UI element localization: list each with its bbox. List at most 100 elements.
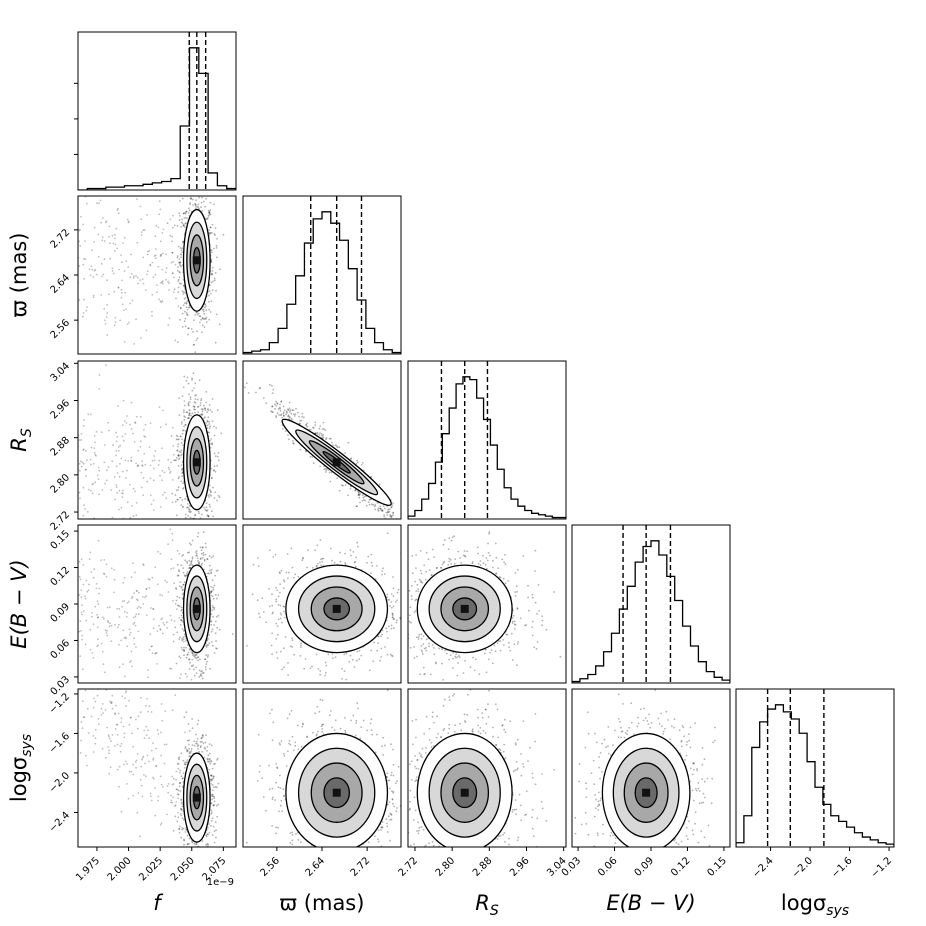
panel-frame [77, 524, 237, 684]
x-axis-title-parallax: ϖ (mas) [280, 891, 365, 915]
density-peak [192, 458, 201, 467]
y-tick-label: 2.72 [49, 509, 73, 533]
panel-frame [407, 360, 567, 520]
density-peak [332, 788, 341, 797]
density-peak [460, 604, 469, 613]
y-axis-RS: 2.72 2.80 2.88 2.96 3.04 [49, 361, 78, 533]
x-tick-label: 2.96 [508, 855, 532, 879]
density-peak [192, 604, 201, 613]
hist-panel-EBV [571, 524, 731, 684]
x-tick-label: 1.975 [74, 855, 102, 883]
histogram-step [78, 47, 236, 190]
panel-frame [77, 360, 237, 520]
axis-label-main: R [475, 891, 490, 915]
x-tick-label: 2.050 [169, 855, 197, 883]
scatter-panel-parallax-RS [242, 360, 402, 520]
y-tick-label: 2.56 [49, 317, 73, 341]
x-tick-label: 2.72 [397, 855, 421, 879]
hist-panel-f [74, 31, 237, 191]
scatter-panel-RS-logsigma [407, 688, 567, 848]
axis-label-main: logσ [7, 757, 31, 802]
panel-content [408, 689, 555, 847]
scatter-panel-f-logsigma [77, 688, 237, 848]
panel-content [246, 689, 401, 847]
y-tick-label: −1.6 [47, 731, 72, 756]
x-tick-label: 2.80 [434, 855, 458, 879]
y-axis-title-RS: RS [7, 428, 35, 452]
axis-label-main: f [153, 891, 164, 915]
y-tick-label: 2.96 [49, 398, 73, 422]
panel-content [79, 689, 220, 847]
x-tick-label: −1.2 [869, 855, 894, 880]
y-axis-logsigma: −2.4 −2.0 −1.6 −1.2 [47, 691, 78, 835]
panels-layer [74, 31, 895, 848]
x-tick-label: −1.6 [830, 855, 855, 880]
y-tick-label: −2.0 [47, 770, 72, 795]
scatter-panel-f-RS [77, 360, 237, 520]
y-tick-label: 2.72 [49, 227, 73, 251]
hist-panel-logsigma [735, 688, 895, 848]
density-peak [332, 458, 341, 467]
axis-label-main: E(B − V) [606, 891, 695, 915]
axis-label-main: E(B − V) [7, 559, 31, 648]
panel-frame [571, 524, 731, 684]
panel-frame [242, 195, 402, 355]
density-peak [460, 788, 469, 797]
x-tick-label: 2.72 [349, 855, 373, 879]
density-peak [192, 256, 201, 265]
y-tick-label: 2.88 [49, 435, 73, 459]
x-tick-label: 2.88 [471, 855, 495, 879]
x-tick-label: 0.15 [706, 855, 730, 879]
x-axis-title-RS: RS [475, 891, 499, 919]
y-axis-EBV: 0.030.060.090.120.15 [49, 528, 78, 698]
panel-frame [407, 524, 567, 684]
x-tick-label: 2.64 [304, 855, 328, 879]
x-axis-title-EBV: E(B − V) [606, 891, 695, 915]
hist-panel-RS [407, 360, 567, 520]
scatter-panel-f-parallax [77, 195, 237, 355]
axis-label-main: ϖ (mas) [280, 891, 365, 915]
y-tick-label: −1.2 [47, 691, 72, 716]
y-axis-title-parallax: ϖ (mas) [7, 233, 31, 318]
density-peak [192, 793, 201, 802]
y-axis-parallax: 2.56 2.64 2.72 [49, 227, 78, 341]
scatter-panel-parallax-EBV [242, 524, 402, 684]
axis-label-subscript: S [19, 428, 35, 437]
x-tick-label: 2.000 [106, 855, 134, 883]
y-tick-label: 0.06 [49, 638, 73, 662]
y-tick-label: 0.15 [49, 528, 73, 552]
panel-frame [735, 688, 895, 848]
y-tick-label: 0.12 [49, 565, 73, 589]
y-tick-label: 3.04 [49, 361, 73, 385]
panel-frame [242, 360, 402, 520]
x-offset-label: 1e−9 [207, 877, 234, 888]
x-axis-parallax: 2.56 2.64 2.72 [258, 847, 372, 879]
y-tick-label: 2.64 [49, 272, 73, 296]
panel-content [243, 382, 398, 519]
x-tick-label: 2.56 [258, 855, 282, 879]
x-axis-EBV: 0.03 0.06 0.09 0.12 0.15 [560, 847, 729, 879]
scatter-panel-EBV-logsigma [571, 688, 731, 848]
y-tick-label: 2.80 [49, 472, 73, 496]
x-tick-label: −2.0 [790, 855, 815, 880]
scatter-panel-parallax-logsigma [242, 688, 402, 848]
x-tick-label: 0.06 [596, 855, 620, 879]
x-axis-title-logsigma: logσsys [781, 891, 849, 919]
density-peak [642, 788, 651, 797]
hist-panel-parallax [242, 195, 402, 355]
panel-frame [77, 688, 237, 848]
x-axis-f: 1.975 2.000 2.025 2.050 2.075 [74, 847, 228, 883]
panel-content [246, 532, 401, 683]
histogram-step [572, 540, 730, 683]
y-axis-title-EBV: E(B − V) [7, 559, 31, 648]
axis-label-subscript: sys [826, 903, 849, 919]
x-axis-RS: 2.72 2.80 2.88 2.96 3.04 [397, 847, 569, 879]
x-tick-label: −2.4 [751, 855, 776, 880]
scatter-panel-f-EBV [77, 524, 237, 684]
x-axis-logsigma: −2.4 −2.0 −1.6 −1.2 [751, 847, 894, 880]
x-tick-label: 2.025 [137, 855, 165, 883]
density-peak [332, 604, 341, 613]
y-axis-title-logsigma: logσsys [7, 734, 35, 802]
panel-frame [407, 688, 567, 848]
